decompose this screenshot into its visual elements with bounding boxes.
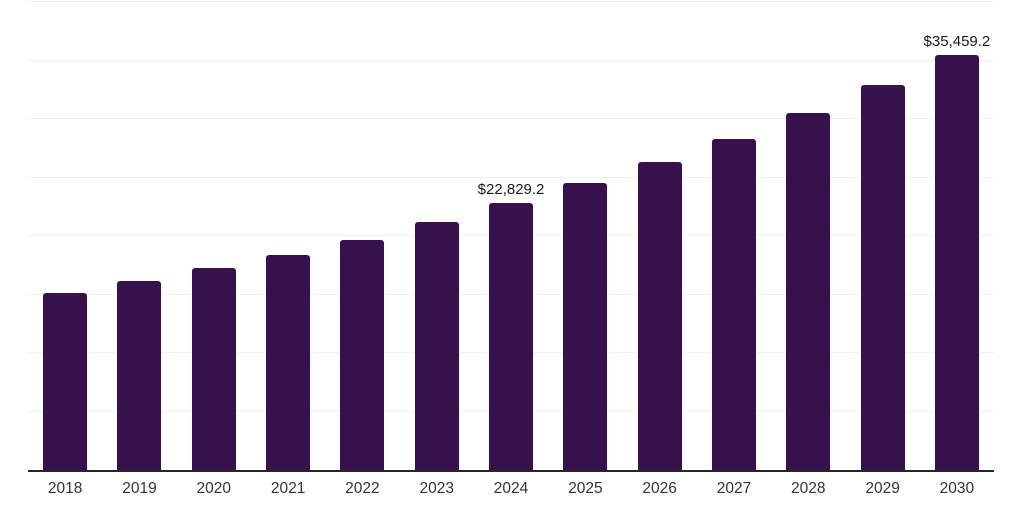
bar-2027 bbox=[711, 138, 756, 470]
bar-2018 bbox=[43, 292, 88, 470]
bar-slot-2021 bbox=[251, 2, 325, 470]
x-axis-tick-labels: 2018 2019 2020 2021 2022 2023 2024 2025 2026 2027… bbox=[28, 480, 994, 499]
bar-2029 bbox=[860, 84, 905, 470]
bar-2021 bbox=[266, 254, 311, 470]
x-tick-2018: 2018 bbox=[47, 480, 83, 497]
bar-slot-2026 bbox=[623, 2, 697, 470]
x-tick-2020: 2020 bbox=[196, 480, 232, 497]
x-tick-2029: 2029 bbox=[865, 480, 900, 497]
x-tick-2019: 2019 bbox=[122, 480, 157, 497]
x-tick-2021: 2021 bbox=[270, 480, 306, 497]
gridline-25000 bbox=[28, 176, 994, 178]
bar-slot-2022 bbox=[325, 2, 399, 470]
bar-2022 bbox=[340, 240, 385, 470]
bar-value-label-2030: $35,459.2 bbox=[923, 33, 991, 51]
x-tick-2030: 2030 bbox=[939, 480, 975, 497]
bar-slot-2019 bbox=[102, 2, 176, 470]
bar-slot-2027 bbox=[697, 2, 771, 470]
bar-slot-2030: $35,459.2 bbox=[920, 2, 994, 470]
bar-slot-2029 bbox=[845, 2, 919, 470]
bar-2019 bbox=[117, 281, 162, 470]
bar-2028 bbox=[786, 113, 831, 470]
x-tick-2022: 2022 bbox=[345, 480, 380, 497]
bar-slot-2024: $22,829.2 bbox=[474, 2, 548, 470]
x-tick-2028: 2028 bbox=[791, 480, 826, 497]
x-tick-2024: 2024 bbox=[493, 480, 529, 497]
x-tick-2023: 2023 bbox=[419, 480, 454, 497]
bar-value-label-2024: $22,829.2 bbox=[477, 180, 545, 198]
x-tick-2027: 2027 bbox=[716, 480, 752, 497]
bar-slot-2028 bbox=[771, 2, 845, 470]
bar-2023 bbox=[414, 222, 459, 470]
bar-2024 bbox=[489, 202, 534, 470]
bar-slot-2023 bbox=[400, 2, 474, 470]
x-tick-2025: 2025 bbox=[568, 480, 603, 497]
bar-slot-2018 bbox=[28, 2, 102, 470]
bar-2030 bbox=[934, 55, 979, 470]
bar-series: $22,829.2 $35,459.2 bbox=[28, 2, 994, 470]
bar-2025 bbox=[563, 183, 608, 470]
bar-2026 bbox=[637, 161, 682, 470]
bar-2020 bbox=[191, 267, 236, 470]
bar-slot-2025 bbox=[548, 2, 622, 470]
bar-slot-2020 bbox=[177, 2, 251, 470]
plot-area: $22,829.2 $35,459.2 bbox=[28, 1, 994, 472]
gridline-40000 bbox=[28, 1, 994, 2]
x-tick-2026: 2026 bbox=[642, 480, 677, 497]
gridline-30000 bbox=[28, 118, 994, 119]
gridline-35000 bbox=[28, 59, 994, 61]
